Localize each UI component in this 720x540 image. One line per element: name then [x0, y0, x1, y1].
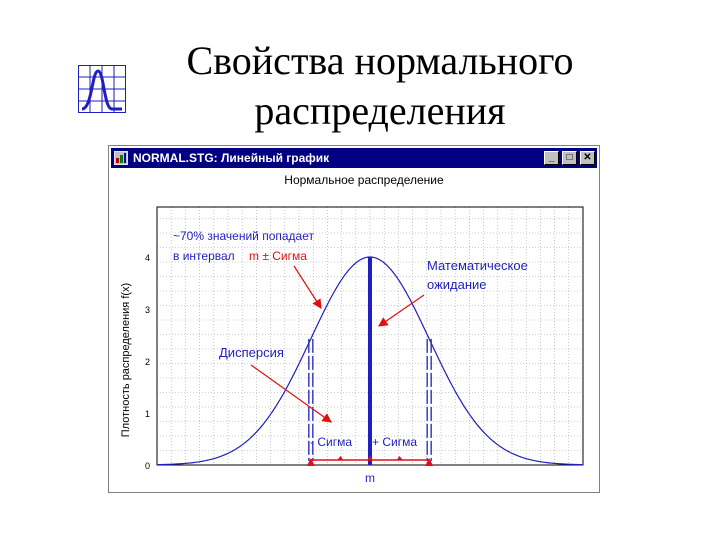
window-titlebar[interactable]: NORMAL.STG: Линейный график _ □ ✕ — [111, 148, 597, 168]
interval-annotation-line2: в интервал — [173, 249, 235, 263]
expectation-annotation-line1: Математическое — [427, 258, 528, 273]
statistica-app-icon — [114, 151, 128, 165]
interval-annotation-line1: ~70% значений попадает — [173, 229, 314, 243]
dispersion-arrow — [250, 364, 332, 423]
interval-arrow — [293, 265, 322, 310]
chart-logo-icon — [78, 65, 126, 113]
close-button[interactable]: ✕ — [580, 151, 595, 165]
bracket-tick — [396, 456, 403, 460]
normal-distribution-chart: Нормальное распределение Плотность распр… — [120, 173, 584, 485]
bracket-end-arrow — [425, 458, 434, 466]
sigma-interval-bracket — [306, 456, 434, 466]
y-tick-labels: 0 1 2 3 4 — [145, 253, 150, 471]
y-tick-label: 2 — [145, 357, 150, 367]
bracket-end-arrow — [306, 458, 315, 466]
chart-window: NORMAL.STG: Линейный график _ □ ✕ Нормал… — [108, 145, 600, 493]
y-tick-label: 4 — [145, 253, 150, 263]
dispersion-annotation: Дисперсия — [219, 345, 284, 360]
plus-sigma-label: + Сигма — [372, 435, 417, 449]
window-title: NORMAL.STG: Линейный график — [133, 151, 330, 165]
slide-title-line2: распределения — [254, 88, 506, 133]
bracket-tick — [337, 456, 344, 460]
expectation-arrow — [378, 294, 425, 327]
x-axis-label-m: m — [365, 471, 375, 485]
interval-annotation-sigma: m ± Сигма — [249, 249, 307, 263]
y-tick-label: 0 — [145, 461, 150, 471]
slide-title-line1: Свойства нормального — [186, 38, 574, 83]
chart-title: Нормальное распределение — [284, 173, 444, 187]
slide-title: Свойства нормального распределения — [140, 36, 620, 136]
y-tick-label: 3 — [145, 305, 150, 315]
maximize-button[interactable]: □ — [562, 151, 577, 165]
minus-sigma-label: - Сигма — [310, 435, 352, 449]
minimize-button[interactable]: _ — [544, 151, 559, 165]
y-tick-label: 1 — [145, 409, 150, 419]
expectation-annotation-line2: ожидание — [427, 277, 487, 292]
bracket-tick — [367, 456, 373, 460]
y-axis-label: Плотность распределения f(x) — [120, 283, 132, 437]
